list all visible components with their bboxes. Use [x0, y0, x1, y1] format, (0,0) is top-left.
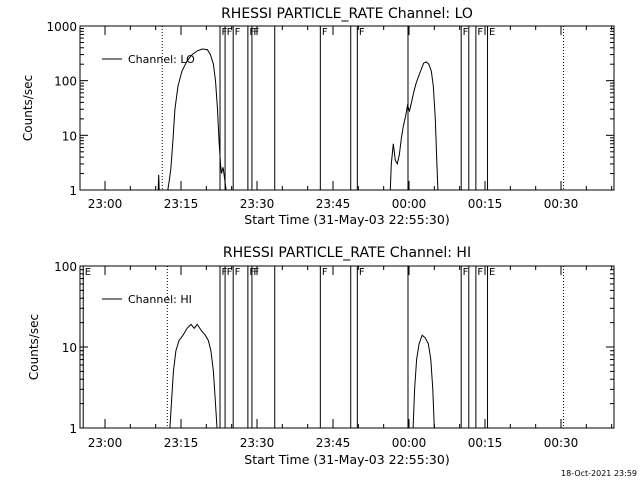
x-axis-label: Start Time (31-May-03 22:55:30)	[244, 452, 449, 467]
x-tick-label: 23:15	[164, 197, 199, 211]
legend-label: Channel: LO	[128, 53, 195, 66]
x-axis-label: Start Time (31-May-03 22:55:30)	[244, 212, 449, 227]
event-marker-label: F	[477, 27, 483, 38]
event-marker-label: F	[322, 267, 328, 278]
event-marker-label: E	[489, 267, 495, 278]
event-marker-label: F	[235, 267, 241, 278]
event-marker-label: F	[227, 267, 233, 278]
x-tick-label: 00:15	[468, 197, 503, 211]
x-tick-label: 23:45	[316, 197, 351, 211]
event-marker-label: E	[489, 27, 495, 38]
chart-title: RHESSI PARTICLE_RATE Channel: LO	[221, 6, 473, 22]
lo-channel-panel: RHESSI PARTICLE_RATE Channel: LO Counts/s…	[21, 6, 615, 227]
y-tick-label: 1	[69, 422, 77, 436]
y-tick-label: 1000	[46, 20, 77, 34]
y-tick-label: 100	[54, 75, 77, 89]
y-axis-label: Counts/sec	[27, 314, 41, 380]
y-tick-label: 10	[62, 341, 77, 355]
x-tick-label: 23:30	[240, 436, 275, 450]
chart-title: RHESSI PARTICLE_RATE Channel: HI	[223, 245, 471, 261]
x-tick-label: 23:45	[316, 436, 351, 450]
y-tick-label: 1	[69, 184, 77, 198]
x-tick-label: 00:00	[392, 436, 427, 450]
timestamp: 18-Oct-2021 23:59	[561, 469, 637, 478]
event-marker-label: F	[359, 27, 365, 38]
event-marker-label: F	[222, 27, 228, 38]
event-marker-label: F	[322, 27, 328, 38]
event-marker-label: E	[85, 267, 91, 278]
event-marker-label: F	[222, 267, 228, 278]
y-axis-label: Counts/sec	[21, 75, 35, 141]
hi-channel-panel: RHESSI PARTICLE_RATE Channel: HI Counts/s…	[27, 245, 615, 467]
event-marker-label: F	[253, 267, 259, 278]
event-marker-label: F	[235, 27, 241, 38]
x-tick-label: 00:30	[544, 197, 579, 211]
x-tick-label: 23:00	[88, 197, 123, 211]
x-tick-label: 00:30	[544, 436, 579, 450]
event-marker-label: F	[477, 267, 483, 278]
legend-label: Channel: HI	[128, 293, 192, 306]
event-marker-label: F	[463, 267, 469, 278]
event-marker-label: F	[227, 27, 233, 38]
series-line	[157, 48, 439, 191]
event-marker-label: F	[463, 27, 469, 38]
x-tick-label: 23:00	[88, 436, 123, 450]
event-marker-label: F	[253, 27, 259, 38]
x-tick-label: 00:00	[392, 197, 427, 211]
x-tick-label: 00:15	[468, 436, 503, 450]
y-tick-label: 10	[62, 129, 77, 143]
event-marker-label: F	[359, 267, 365, 278]
x-tick-label: 23:15	[164, 436, 199, 450]
plot-frame	[79, 25, 615, 191]
x-tick-label: 23:30	[240, 197, 275, 211]
y-tick-label: 100	[54, 260, 77, 274]
series-line	[169, 323, 435, 429]
